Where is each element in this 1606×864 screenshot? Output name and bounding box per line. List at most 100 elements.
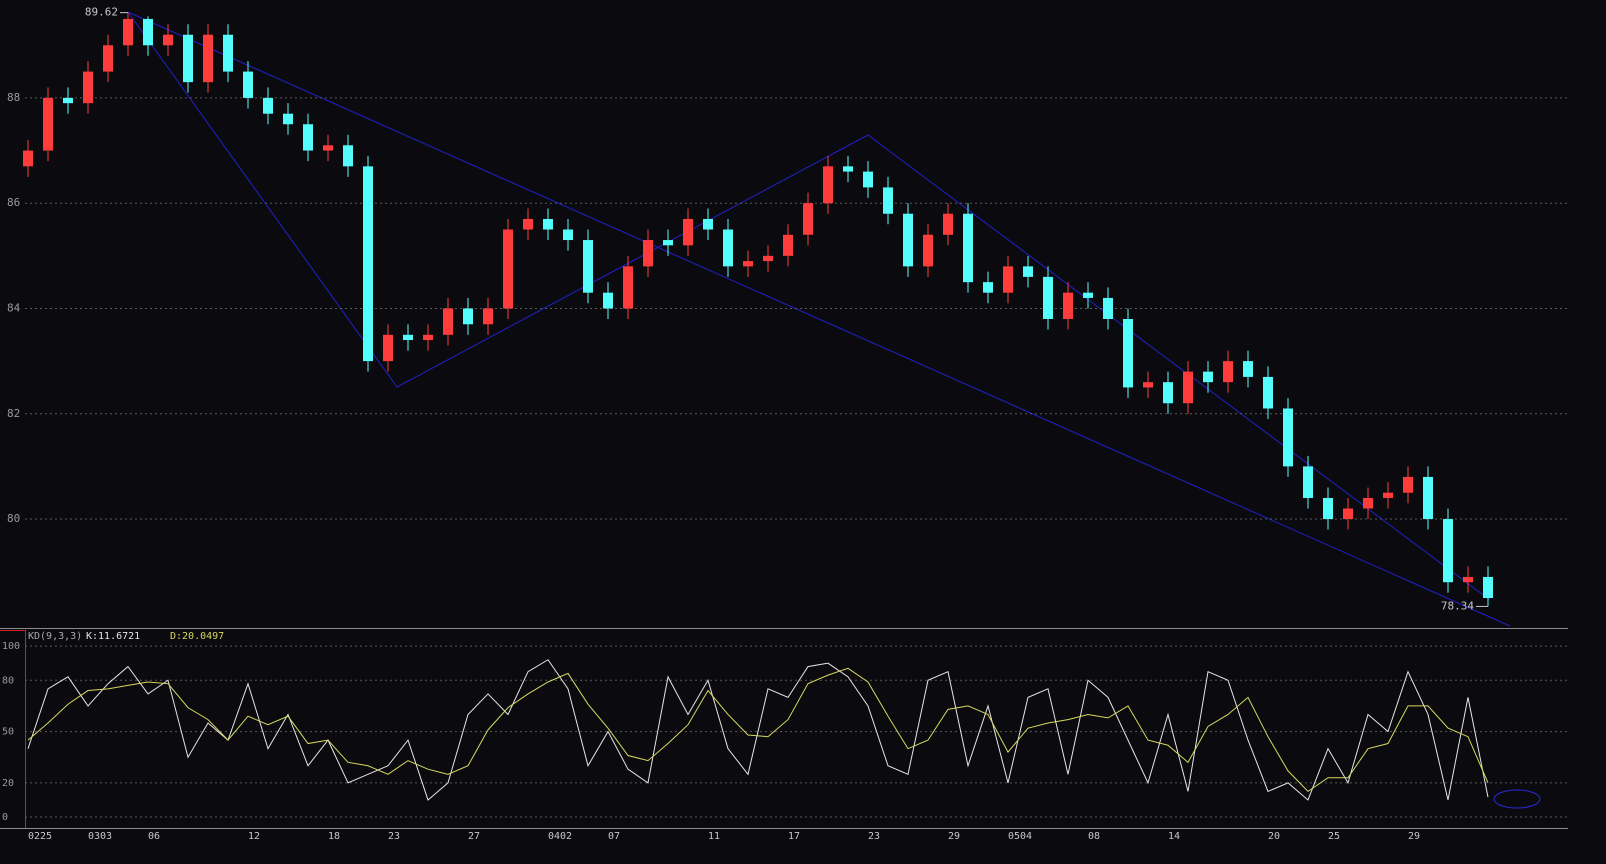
candle-body <box>883 187 893 214</box>
candle-body <box>1263 376 1273 409</box>
candle-body <box>763 255 773 262</box>
candle-body <box>243 71 253 98</box>
candle-body <box>1143 382 1153 388</box>
k-value: K:11.6721 <box>86 631 140 642</box>
x-tick-label: 29 <box>948 831 960 842</box>
y-tick-label: 80 <box>7 512 20 525</box>
x-tick-label: 07 <box>608 831 620 842</box>
candle-body <box>223 34 233 72</box>
candle-body <box>783 234 793 256</box>
candle-body <box>343 145 353 167</box>
y-tick-label: 84 <box>7 301 21 314</box>
candle-body <box>743 261 753 267</box>
y-tick-label: 82 <box>7 407 20 420</box>
candle-body <box>1163 382 1173 404</box>
candle-body <box>683 218 693 246</box>
max-label: 89.62 <box>85 6 118 19</box>
candle-body <box>1323 497 1333 520</box>
candle-body <box>1423 476 1433 520</box>
candle-body <box>963 213 973 283</box>
candle-body <box>383 334 393 362</box>
candle-body <box>1203 371 1213 383</box>
candle-body <box>943 213 953 235</box>
candle-body <box>1043 276 1053 320</box>
y-tick-label: 50 <box>2 727 14 738</box>
candle-body <box>363 166 373 362</box>
candle-body <box>1383 492 1393 498</box>
candle-body <box>1003 266 1013 293</box>
trend-line <box>127 11 1511 627</box>
candle-body <box>1463 576 1473 583</box>
x-tick-label: 20 <box>1268 831 1280 842</box>
x-tick-label: 25 <box>1328 831 1340 842</box>
candle-body <box>1483 576 1493 598</box>
candle-body <box>463 308 473 325</box>
candle-body <box>1223 361 1233 383</box>
indicator-title: KD(9,3,3) <box>28 631 82 642</box>
candle-body <box>83 71 93 104</box>
candle-body <box>443 308 453 335</box>
candle-body <box>123 18 133 46</box>
candle-body <box>163 34 173 46</box>
candle-body <box>603 292 613 309</box>
candle-body <box>423 334 433 341</box>
candle-body <box>1103 297 1113 320</box>
candle-body <box>863 171 873 188</box>
x-tick-label: 29 <box>1408 831 1420 842</box>
x-tick-label: 23 <box>868 831 880 842</box>
candle-body <box>823 166 833 204</box>
marker-ellipse <box>1493 789 1541 809</box>
x-tick-label: 18 <box>328 831 340 842</box>
candle-body <box>623 266 633 309</box>
candle-body <box>263 97 273 114</box>
candle-body <box>703 218 713 230</box>
candle-body <box>1083 292 1093 298</box>
candle-body <box>23 150 33 167</box>
candle-body <box>923 234 933 267</box>
candle-body <box>1303 466 1313 498</box>
y-tick-label: 20 <box>2 778 14 789</box>
y-tick-label: 88 <box>7 91 20 104</box>
candle-body <box>663 240 673 246</box>
candle-body <box>1023 266 1033 277</box>
x-tick-label: 11 <box>708 831 720 842</box>
candle-body <box>63 97 73 104</box>
d-value: D:20.0497 <box>170 631 224 642</box>
y-tick-label: 80 <box>2 675 14 686</box>
x-tick-label: 27 <box>468 831 480 842</box>
candle-body <box>1063 292 1073 320</box>
indicator-line <box>27 659 1489 801</box>
candle-body <box>803 203 813 235</box>
candle-body <box>563 229 573 241</box>
x-tick-label: 0504 <box>1008 831 1032 842</box>
candle-body <box>143 18 153 46</box>
min-label: 78.34 <box>1441 599 1474 612</box>
candle-body <box>1343 508 1353 520</box>
candle-body <box>843 166 853 172</box>
candle-body <box>1403 476 1413 493</box>
candle-body <box>523 218 533 230</box>
x-tick-label: 0303 <box>88 831 112 842</box>
x-tick-label: 08 <box>1088 831 1100 842</box>
candle-body <box>43 97 53 151</box>
candle-body <box>283 113 293 125</box>
x-tick-label: 23 <box>388 831 400 842</box>
indicator-line <box>27 667 1489 793</box>
trend-lines <box>127 11 1511 627</box>
x-tick-label: 06 <box>148 831 160 842</box>
candle-body <box>543 218 553 230</box>
candle-body <box>723 229 733 267</box>
candle-body <box>203 34 213 83</box>
x-tick-label: 0402 <box>548 831 572 842</box>
candle-body <box>643 240 653 267</box>
candle-body <box>1243 361 1253 377</box>
candle-body <box>903 213 913 267</box>
y-tick-label: 0 <box>2 812 8 823</box>
candle-body <box>983 282 993 293</box>
candle-body <box>1363 497 1373 509</box>
candle-body <box>323 145 333 151</box>
x-tick-label: 0225 <box>28 831 52 842</box>
